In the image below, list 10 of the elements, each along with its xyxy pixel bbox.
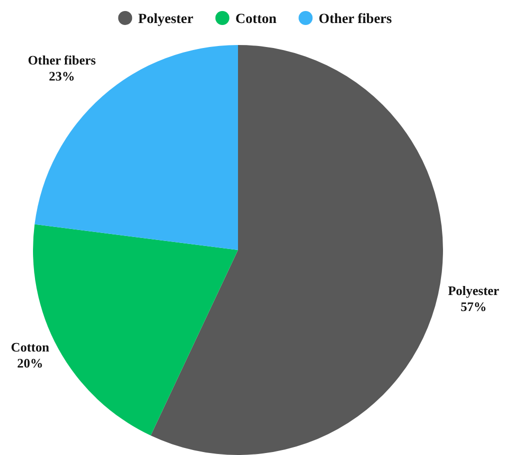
pie-slice [150, 45, 443, 455]
slice-label: Polyester [448, 282, 500, 298]
data-label: 23% [48, 68, 75, 84]
slice-label: Other fibers [28, 52, 96, 68]
legend-label: Cotton [235, 12, 277, 27]
slice-label: Cotton [10, 340, 50, 355]
legend-label: Other fibers [318, 12, 392, 27]
legend-label: Polyester [138, 12, 194, 27]
data-label: 20% [17, 356, 44, 371]
data-label: 57% [460, 298, 487, 314]
